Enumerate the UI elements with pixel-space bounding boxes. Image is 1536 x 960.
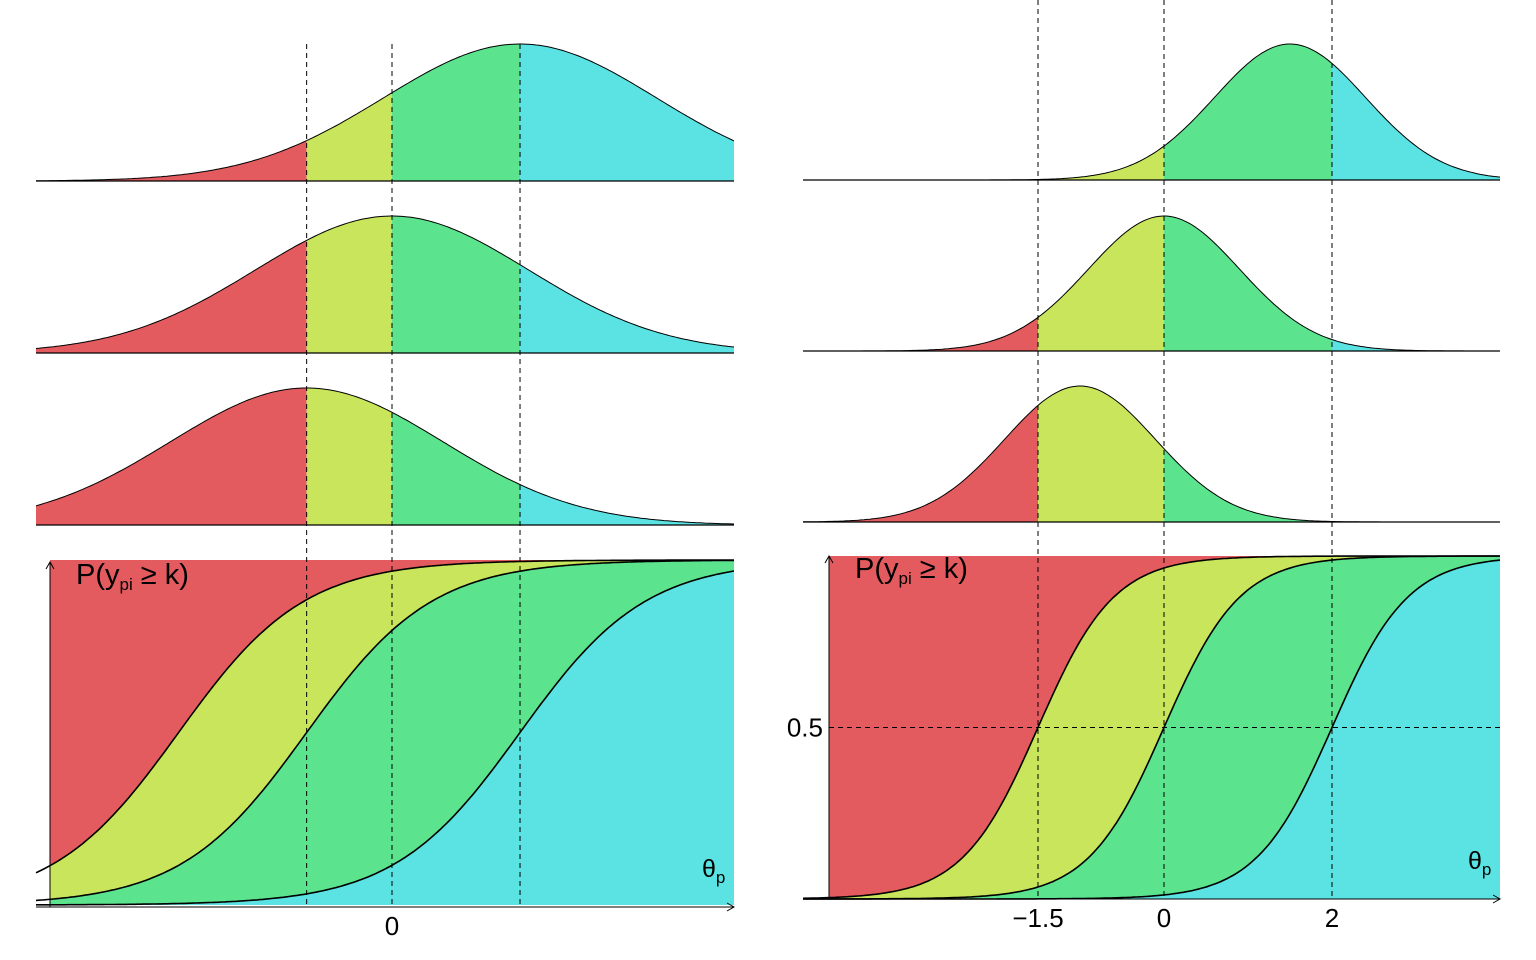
density-region — [392, 44, 521, 181]
category-region — [50, 560, 734, 900]
cumulative-curve — [35, 559, 734, 902]
density-region — [1164, 44, 1332, 180]
y-axis-arrow — [824, 554, 834, 564]
density-region — [520, 484, 734, 525]
cumulative-curve — [36, 570, 735, 906]
x-tick-label: 0 — [1157, 903, 1171, 933]
density-region — [1164, 216, 1332, 351]
density-region — [803, 317, 1038, 351]
density-region — [1038, 146, 1164, 180]
density-region — [36, 240, 307, 353]
density-curve — [36, 43, 735, 182]
x-tick-label: 0 — [385, 911, 399, 941]
density-region — [306, 388, 392, 525]
density-region — [392, 216, 521, 353]
density-region — [520, 44, 734, 181]
density-curve — [35, 215, 735, 349]
right-panel: 0.5 −1.5 0 2 P(ypi ≥ k) θp — [787, 0, 1502, 933]
category-region — [50, 560, 734, 866]
x-tick-label: 2 — [1325, 903, 1339, 933]
density-curve — [803, 215, 1500, 352]
density-region — [36, 388, 307, 525]
x-axis-label: θp — [1468, 847, 1491, 879]
y-axis-label: P(ypi ≥ k) — [855, 553, 968, 588]
density-region — [1332, 339, 1500, 351]
x-axis-arrow — [1492, 894, 1502, 904]
density-region — [1038, 386, 1164, 522]
cumulative-curve — [35, 559, 735, 874]
density-region — [306, 216, 392, 353]
density-region — [1038, 216, 1164, 351]
x-axis-arrow — [726, 902, 736, 912]
cumulative-curve — [802, 555, 1500, 900]
density-region — [392, 412, 521, 525]
density-region — [1332, 63, 1500, 180]
left-panel: 0 P(ypi ≥ k) θp — [35, 43, 736, 941]
density-curve — [35, 387, 735, 525]
y-axis-arrow — [45, 560, 55, 570]
y-tick-label: 0.5 — [787, 713, 823, 743]
category-region — [50, 571, 734, 905]
y-axis-label: P(ypi ≥ k) — [76, 559, 189, 594]
x-tick-label: −1.5 — [1012, 903, 1063, 933]
x-axis-label: θp — [702, 855, 725, 887]
density-region — [36, 140, 307, 181]
density-region — [1164, 448, 1332, 522]
density-region — [520, 264, 734, 353]
density-region — [306, 92, 392, 181]
density-region — [803, 405, 1038, 522]
